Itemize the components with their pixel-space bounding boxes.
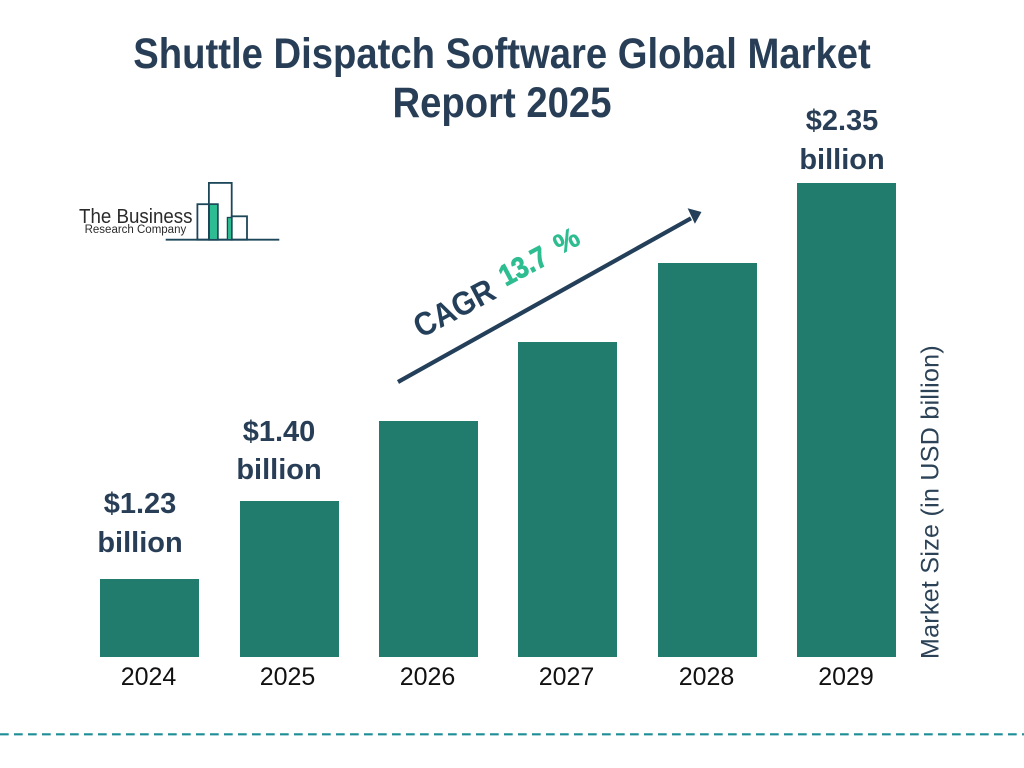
svg-text:13.7: 13.7 <box>494 240 554 293</box>
svg-text:%: % <box>548 221 585 260</box>
